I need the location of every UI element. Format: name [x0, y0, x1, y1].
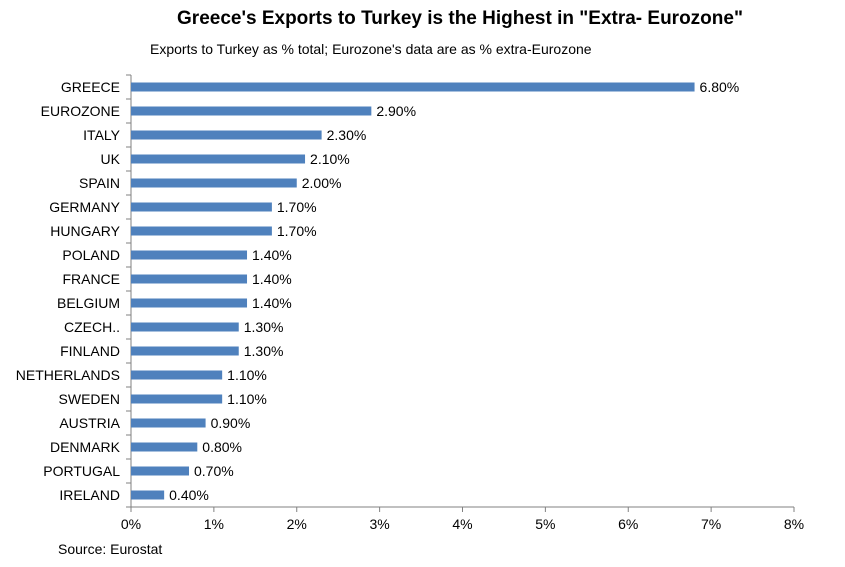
- bar: [131, 346, 239, 356]
- bar: [131, 418, 206, 428]
- category-label: SWEDEN: [59, 391, 120, 407]
- data-label: 1.40%: [252, 271, 292, 287]
- data-label: 0.70%: [194, 463, 234, 479]
- bar: [131, 226, 272, 236]
- data-label: 2.90%: [376, 103, 416, 119]
- x-tick-label: 2%: [287, 516, 307, 532]
- chart-subtitle: Exports to Turkey as % total; Eurozone's…: [150, 41, 592, 57]
- chart-title: Greece's Exports to Turkey is the Highes…: [177, 8, 743, 29]
- category-label: GREECE: [61, 79, 120, 95]
- source-note: Source: Eurostat: [58, 541, 163, 557]
- category-label: GERMANY: [49, 199, 120, 215]
- bar: [131, 178, 297, 188]
- category-label: EUROZONE: [41, 103, 120, 119]
- category-label: POLAND: [62, 247, 120, 263]
- category-label: SPAIN: [79, 175, 120, 191]
- category-label: DENMARK: [50, 439, 121, 455]
- data-label: 1.10%: [227, 367, 267, 383]
- bar: [131, 466, 190, 476]
- bar: [131, 298, 248, 308]
- x-tick-label: 0%: [121, 516, 141, 532]
- category-label: ITALY: [83, 127, 120, 143]
- data-label: 1.70%: [277, 223, 317, 239]
- data-label: 0.90%: [211, 415, 251, 431]
- bar: [131, 274, 248, 284]
- bar: [131, 82, 695, 92]
- bar: [131, 370, 223, 380]
- category-label: BELGIUM: [57, 295, 120, 311]
- data-label: 1.30%: [244, 343, 284, 359]
- x-tick-label: 5%: [535, 516, 555, 532]
- data-label: 2.30%: [327, 127, 367, 143]
- data-label: 1.40%: [252, 295, 292, 311]
- category-label: FRANCE: [62, 271, 120, 287]
- category-label: NETHERLANDS: [16, 367, 120, 383]
- bar: [131, 154, 306, 164]
- bar: [131, 394, 223, 404]
- data-label: 0.80%: [202, 439, 242, 455]
- category-label: IRELAND: [59, 487, 120, 503]
- data-label: 1.30%: [244, 319, 284, 335]
- data-label: 0.40%: [169, 487, 209, 503]
- bar: [131, 250, 248, 260]
- x-tick-label: 3%: [370, 516, 390, 532]
- data-label: 2.10%: [310, 151, 350, 167]
- x-tick-label: 4%: [452, 516, 472, 532]
- bar: [131, 202, 272, 212]
- category-label: FINLAND: [60, 343, 120, 359]
- bar: [131, 442, 198, 452]
- data-label: 2.00%: [302, 175, 342, 191]
- x-tick-label: 8%: [784, 516, 804, 532]
- category-label: CZECH..: [64, 319, 120, 335]
- x-tick-label: 6%: [618, 516, 638, 532]
- bar: [131, 130, 322, 140]
- category-label: AUSTRIA: [59, 415, 120, 431]
- category-label: PORTUGAL: [43, 463, 120, 479]
- x-tick-label: 7%: [701, 516, 721, 532]
- category-label: HUNGARY: [50, 223, 120, 239]
- bar: [131, 322, 239, 332]
- x-tick-label: 1%: [204, 516, 224, 532]
- bar: [131, 490, 165, 500]
- data-label: 6.80%: [700, 79, 740, 95]
- data-label: 1.10%: [227, 391, 267, 407]
- bar: [131, 106, 372, 116]
- category-label: UK: [101, 151, 121, 167]
- data-label: 1.40%: [252, 247, 292, 263]
- data-label: 1.70%: [277, 199, 317, 215]
